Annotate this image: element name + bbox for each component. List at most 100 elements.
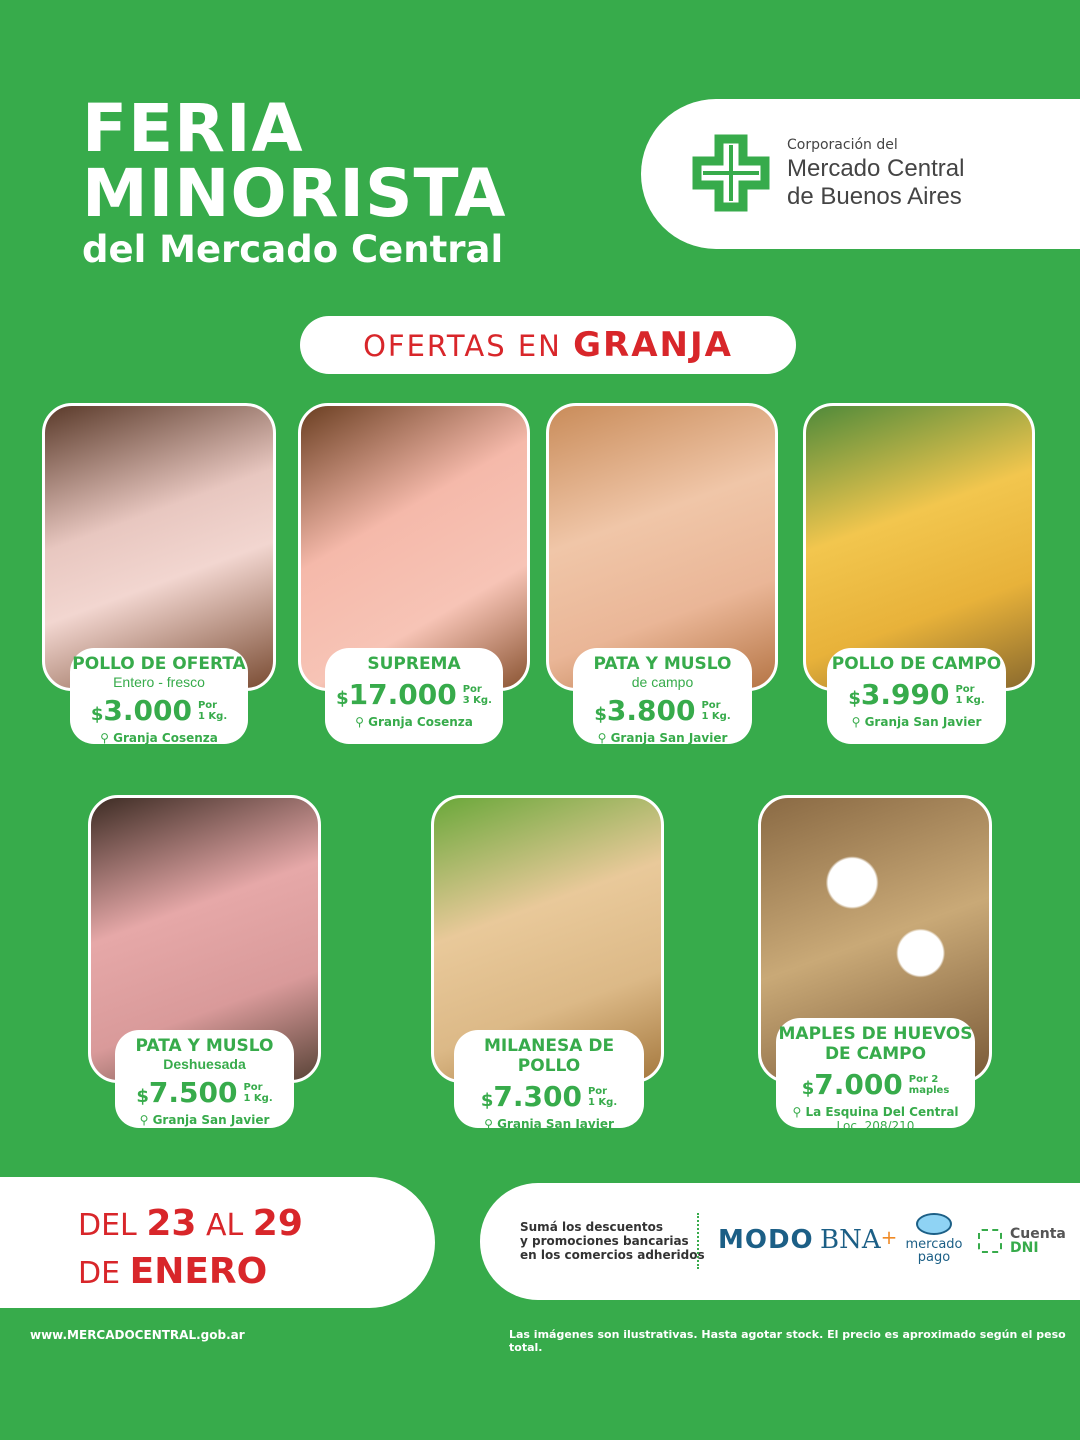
price-unit-2: maples — [908, 1084, 950, 1096]
price-unit-1: Por — [955, 683, 975, 695]
product-image — [546, 403, 778, 691]
price-unit-2: 1 Kg. — [587, 1096, 618, 1108]
price-unit-2: 3 Kg. — [462, 694, 492, 706]
product-name: MAPLES DE HUEVOS DE CAMPO — [778, 1024, 973, 1064]
date-month: ENERO — [129, 1251, 268, 1292]
product-price: $17.000 Por 3 Kg. — [336, 678, 492, 711]
product-info: POLLO DE CAMPO $3.990 Por 1 Kg. ⚲ Granja … — [827, 648, 1006, 744]
title-line-1: FERIA — [82, 90, 304, 167]
product-location: ⚲ Granja San Javier — [454, 1117, 644, 1131]
product-name: MILANESA DE POLLO — [483, 1036, 615, 1076]
handshake-icon — [916, 1213, 952, 1235]
website-link[interactable]: www.MERCADOCENTRAL.gob.ar — [30, 1328, 245, 1342]
dni-text-1: Cuenta — [1010, 1226, 1066, 1242]
map-pin-icon: ⚲ — [484, 1117, 493, 1131]
product-info: PATA Y MUSLO Deshuesada $7.500 Por 1 Kg. … — [115, 1030, 294, 1128]
location-text: Granja San Javier — [610, 731, 728, 745]
price-value: 17.000 — [348, 678, 457, 711]
map-pin-icon: ⚲ — [100, 731, 109, 745]
logo-text-line1: Mercado Central — [787, 155, 965, 182]
disclaimer: Las imágenes son ilustrativas. Hasta ago… — [509, 1328, 1066, 1354]
price-unit-2: 1 Kg. — [701, 710, 731, 722]
date-del: DEL — [78, 1208, 137, 1243]
location-detail: Loc. 208/210 — [836, 1119, 915, 1133]
section-banner: OFERTAS EN GRANJA — [300, 316, 796, 374]
product-subtitle: Entero - fresco — [113, 674, 205, 690]
product-name: POLLO DE CAMPO — [831, 654, 1002, 674]
mercado-pago-logo: mercado pago — [904, 1213, 964, 1264]
price-unit-2: 1 Kg. — [955, 694, 985, 706]
price-value: 7.300 — [493, 1080, 582, 1113]
product-location: ⚲ Granja San Javier — [573, 731, 752, 745]
product-location: ⚲ Granja Cosenza — [325, 715, 503, 729]
face-scan-icon — [978, 1229, 1002, 1253]
map-pin-icon: ⚲ — [355, 715, 364, 729]
bna-logo: BNA+ — [820, 1225, 897, 1255]
logo-text-small: Corporación del — [787, 137, 898, 153]
mercado-central-logo-icon — [692, 134, 770, 212]
location-text: Granja San Javier — [152, 1113, 270, 1127]
product-name: PATA Y MUSLO — [593, 654, 732, 674]
price-unit-1: Por — [587, 1085, 608, 1097]
map-pin-icon: ⚲ — [792, 1105, 802, 1119]
price-value: 7.500 — [148, 1076, 238, 1109]
payment-text-1: Sumá los descuentos — [520, 1220, 663, 1234]
section-prefix: OFERTAS EN — [363, 329, 562, 363]
modo-logo: MODO — [718, 1225, 814, 1255]
product-location: ⚲ Granja San Javier — [827, 715, 1006, 729]
product-location: ⚲ Granja San Javier — [115, 1113, 294, 1127]
logo-pill: Corporación del Mercado Central de Bueno… — [641, 99, 1080, 249]
product-name: SUPREMA — [367, 654, 461, 674]
payment-text-3: en los comercios adheridos — [520, 1248, 705, 1262]
section-highlight: GRANJA — [573, 325, 733, 365]
product-price: $3.990 Por 1 Kg. — [848, 678, 985, 711]
product-info: MILANESA DE POLLO $7.300 Por 1 Kg. ⚲ Gran… — [454, 1030, 644, 1131]
map-pin-icon: ⚲ — [597, 731, 607, 745]
location-text: La Esquina Del Central — [805, 1105, 959, 1119]
map-pin-icon: ⚲ — [139, 1113, 149, 1127]
product-price: $3.000 Por 1 Kg. — [90, 694, 228, 727]
product-subtitle: Deshuesada — [163, 1056, 246, 1072]
date-al: AL — [205, 1208, 244, 1243]
title-line-3: del Mercado Central — [82, 228, 504, 271]
location-text: Granja San Javier — [497, 1117, 614, 1131]
dni-text-2: DNI — [1010, 1240, 1039, 1256]
product-price: $3.800 Por 1 Kg. — [594, 694, 731, 727]
map-pin-icon: ⚲ — [851, 715, 861, 729]
bna-text: BNA — [820, 1225, 881, 1255]
product-price: $7.000 Por 2 maples — [801, 1068, 950, 1101]
location-text: Granja Cosenza — [113, 731, 218, 745]
price-value: 3.000 — [103, 694, 192, 727]
price-value: 7.000 — [814, 1068, 903, 1101]
price-unit-2: 1 Kg. — [197, 710, 228, 722]
mp-text-1: mercado — [905, 1237, 963, 1252]
location-text: Granja Cosenza — [368, 715, 473, 729]
payment-text-2: y promociones bancarias — [520, 1234, 689, 1248]
product-location: ⚲ Granja Cosenza — [70, 731, 248, 745]
product-image — [42, 403, 276, 691]
date-de: DE — [78, 1256, 121, 1291]
price-value: 3.800 — [606, 694, 696, 727]
logo-text-line2: de Buenos Aires — [787, 183, 962, 210]
date-range: DEL 23 AL 29 DE ENERO — [0, 1177, 435, 1308]
price-unit-1: Por — [243, 1081, 263, 1093]
payment-banner: Sumá los descuentos y promociones bancar… — [480, 1183, 1080, 1300]
location-text: Granja San Javier — [864, 715, 982, 729]
product-info: SUPREMA $17.000 Por 3 Kg. ⚲ Granja Cosenz… — [325, 648, 503, 744]
bna-plus: + — [880, 1225, 898, 1249]
product-name: PATA Y MUSLO — [135, 1036, 274, 1056]
cuenta-dni-logo: Cuenta DNI — [978, 1227, 1066, 1255]
title-line-2: MINORISTA — [82, 155, 507, 232]
price-unit-1: Por — [462, 683, 482, 695]
price-value: 3.990 — [860, 678, 950, 711]
product-info: PATA Y MUSLO de campo $3.800 Por 1 Kg. ⚲ … — [573, 648, 752, 745]
product-info: POLLO DE OFERTA Entero - fresco $3.000 P… — [70, 648, 248, 745]
product-image — [803, 403, 1035, 691]
product-price: $7.500 Por 1 Kg. — [136, 1076, 273, 1109]
date-end: 29 — [252, 1203, 303, 1244]
product-location: ⚲ La Esquina Del Central — [776, 1105, 975, 1119]
date-start: 23 — [146, 1203, 197, 1244]
product-price: $7.300 Por 1 Kg. — [480, 1080, 618, 1113]
mp-text-2: pago — [917, 1250, 951, 1265]
price-unit-1: Por — [197, 699, 218, 711]
